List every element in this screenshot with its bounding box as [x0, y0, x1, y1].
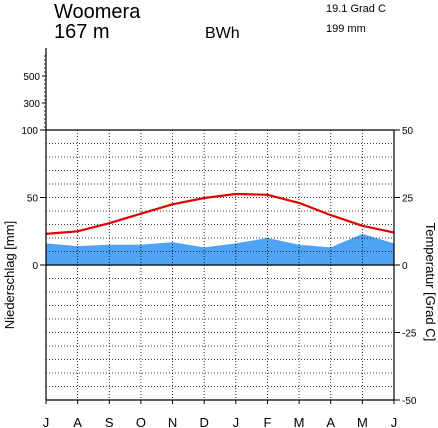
temp-tick-label: -25: [402, 329, 417, 340]
precip-tick-label-upper: 300: [23, 99, 40, 110]
month-label: J: [233, 415, 240, 428]
y-axis-left-title: Niederschlag [mm]: [2, 221, 17, 329]
precipitation-area: [46, 233, 394, 265]
month-label: J: [391, 415, 398, 428]
temperature-line: [45, 192, 395, 235]
y-axis-right-title: Temperatur [Grad C]: [423, 223, 438, 342]
temp-tick-label: -50: [402, 396, 417, 407]
station-elevation: 167 m: [54, 21, 110, 43]
month-label: M: [294, 415, 305, 428]
station-name: Woomera: [54, 1, 141, 23]
precip-tick-label: 0: [32, 261, 38, 272]
month-label: A: [73, 415, 82, 428]
annual-precipitation: 199 mm: [326, 23, 366, 35]
month-label: F: [263, 415, 271, 428]
month-label: O: [136, 415, 146, 428]
precip-tick-label: 100: [21, 126, 38, 137]
climate-classification: BWh: [205, 25, 240, 42]
precip-tick-label: 50: [27, 194, 39, 205]
temp-tick-label: 25: [402, 194, 414, 205]
month-label: A: [326, 415, 335, 428]
month-label: S: [105, 415, 114, 428]
month-label: M: [357, 415, 368, 428]
mean-temperature: 19.1 Grad C: [326, 3, 386, 15]
month-label: N: [168, 415, 177, 428]
temp-tick-label: 0: [402, 261, 408, 272]
precip-tick-label-upper: 500: [23, 72, 40, 83]
month-label: J: [43, 415, 50, 428]
temp-tick-label: 50: [402, 126, 414, 137]
month-label: D: [199, 415, 208, 428]
